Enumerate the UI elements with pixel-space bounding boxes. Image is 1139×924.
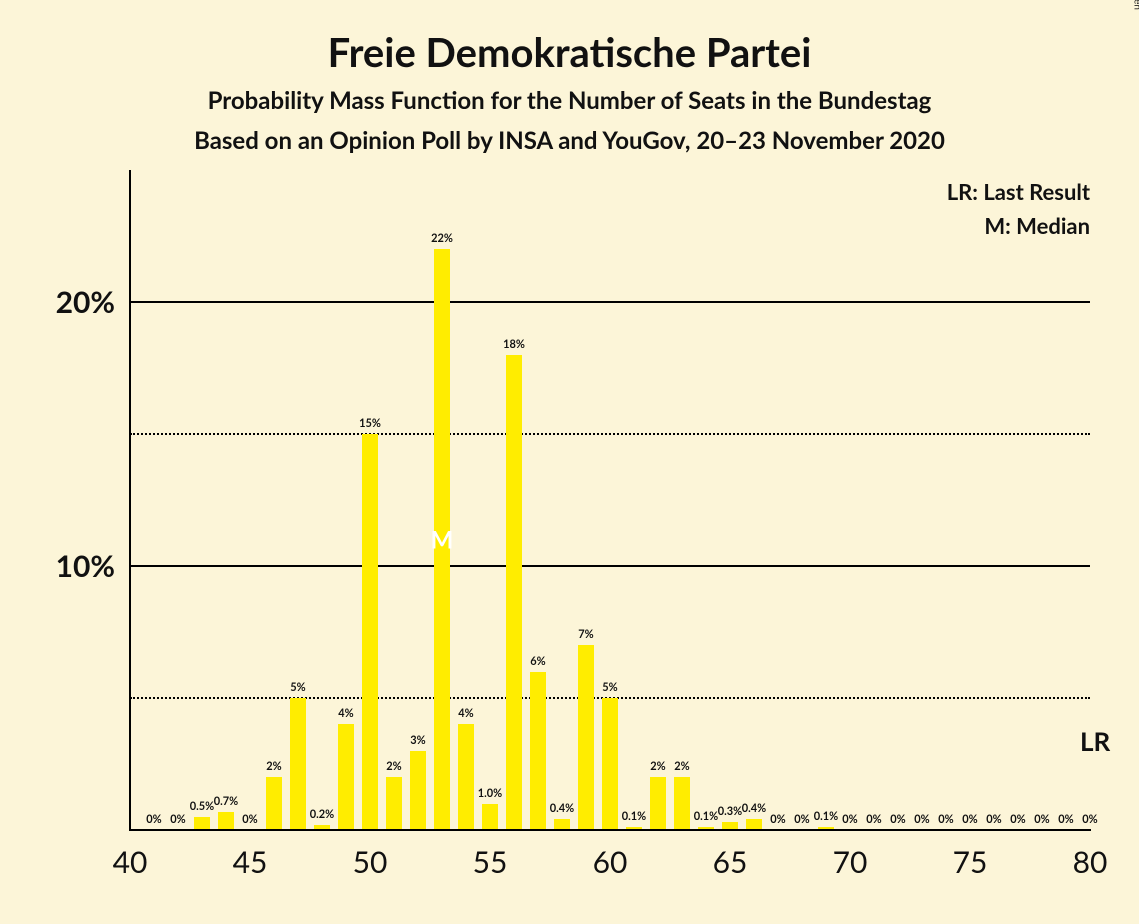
plot-area: 20%10%0%0%0.5%0.7%0%2%5%0.2%4%15%2%3%22%… bbox=[130, 170, 1090, 830]
bar-value-label: 0.4% bbox=[742, 802, 766, 815]
bar bbox=[530, 672, 547, 830]
x-axis-tick-label: 60 bbox=[580, 844, 640, 880]
copyright-text: © 2021 Filip van Laenen bbox=[1131, 0, 1139, 10]
bar bbox=[266, 777, 283, 830]
bar-value-label: 0.5% bbox=[190, 800, 214, 813]
grid-line-major bbox=[130, 301, 1090, 303]
bar-value-label: 0% bbox=[770, 813, 785, 826]
bar bbox=[410, 751, 427, 830]
x-axis-tick-label: 75 bbox=[940, 844, 1000, 880]
bar-value-label: 15% bbox=[359, 417, 381, 430]
bar-value-label: 2% bbox=[650, 760, 665, 773]
bar bbox=[506, 355, 523, 830]
bar-value-label: 0% bbox=[242, 813, 257, 826]
bar bbox=[650, 777, 667, 830]
bar-value-label: 5% bbox=[602, 681, 617, 694]
bar-value-label: 18% bbox=[503, 338, 525, 351]
bar-value-label: 0.1% bbox=[694, 810, 718, 823]
bar-value-label: 22% bbox=[431, 232, 453, 245]
x-axis-tick-label: 50 bbox=[340, 844, 400, 880]
grid-line-minor bbox=[130, 433, 1090, 435]
bar-value-label: 0% bbox=[890, 813, 905, 826]
bar bbox=[218, 812, 235, 830]
bar-value-label: 4% bbox=[338, 707, 353, 720]
bar-value-label: 0% bbox=[866, 813, 881, 826]
bar-value-label: 0% bbox=[1034, 813, 1049, 826]
chart-subtitle-1: Probability Mass Function for the Number… bbox=[0, 86, 1139, 115]
bar-value-label: 0% bbox=[794, 813, 809, 826]
x-axis-tick-label: 65 bbox=[700, 844, 760, 880]
bar-value-label: 3% bbox=[410, 734, 425, 747]
bar bbox=[386, 777, 403, 830]
chart-subtitle-2: Based on an Opinion Poll by INSA and You… bbox=[0, 126, 1139, 155]
bar bbox=[434, 249, 451, 830]
bar-value-label: 0.1% bbox=[814, 810, 838, 823]
chart-canvas: © 2021 Filip van Laenen Freie Demokratis… bbox=[0, 0, 1139, 924]
bar-value-label: 2% bbox=[266, 760, 281, 773]
x-axis-tick-label: 45 bbox=[220, 844, 280, 880]
bar-value-label: 0.2% bbox=[310, 808, 334, 821]
bar bbox=[674, 777, 691, 830]
bar-value-label: 0% bbox=[1058, 813, 1073, 826]
lr-marker: LR bbox=[1080, 725, 1110, 757]
bar-value-label: 0% bbox=[962, 813, 977, 826]
x-axis-tick-label: 55 bbox=[460, 844, 520, 880]
bar bbox=[290, 698, 307, 830]
bar-value-label: 0% bbox=[146, 813, 161, 826]
x-axis-tick-label: 80 bbox=[1060, 844, 1120, 880]
bar-value-label: 2% bbox=[386, 760, 401, 773]
bar-value-label: 0% bbox=[1010, 813, 1025, 826]
bar bbox=[482, 804, 499, 830]
bar-value-label: 0.7% bbox=[214, 795, 238, 808]
bar bbox=[338, 724, 355, 830]
legend-median: M: Median bbox=[984, 212, 1090, 239]
bar-value-label: 4% bbox=[458, 707, 473, 720]
chart-title: Freie Demokratische Partei bbox=[0, 28, 1139, 76]
bar-value-label: 0% bbox=[986, 813, 1001, 826]
bar bbox=[602, 698, 619, 830]
grid-line-major bbox=[130, 565, 1090, 567]
legend-lr: LR: Last Result bbox=[947, 178, 1090, 205]
bar-value-label: 0% bbox=[938, 813, 953, 826]
bar-value-label: 0.4% bbox=[550, 802, 574, 815]
bar-value-label: 5% bbox=[290, 681, 305, 694]
bar-value-label: 6% bbox=[530, 655, 545, 668]
bar-value-label: 0% bbox=[842, 813, 857, 826]
bar-value-label: 7% bbox=[578, 628, 593, 641]
bar-value-label: 0% bbox=[914, 813, 929, 826]
y-axis-line bbox=[129, 170, 131, 830]
x-axis-line bbox=[129, 829, 1091, 831]
bar-value-label: 0% bbox=[1082, 813, 1097, 826]
y-axis-tick-label: 10% bbox=[25, 548, 115, 584]
x-axis-tick-label: 70 bbox=[820, 844, 880, 880]
bar-value-label: 2% bbox=[674, 760, 689, 773]
bar-value-label: 0.3% bbox=[718, 805, 742, 818]
bar-value-label: 1.0% bbox=[478, 787, 502, 800]
bar bbox=[578, 645, 595, 830]
bar bbox=[362, 434, 379, 830]
y-axis-tick-label: 20% bbox=[25, 284, 115, 320]
bar bbox=[458, 724, 475, 830]
bar-value-label: 0% bbox=[170, 813, 185, 826]
x-axis-tick-label: 40 bbox=[100, 844, 160, 880]
bar-value-label: 0.1% bbox=[622, 810, 646, 823]
